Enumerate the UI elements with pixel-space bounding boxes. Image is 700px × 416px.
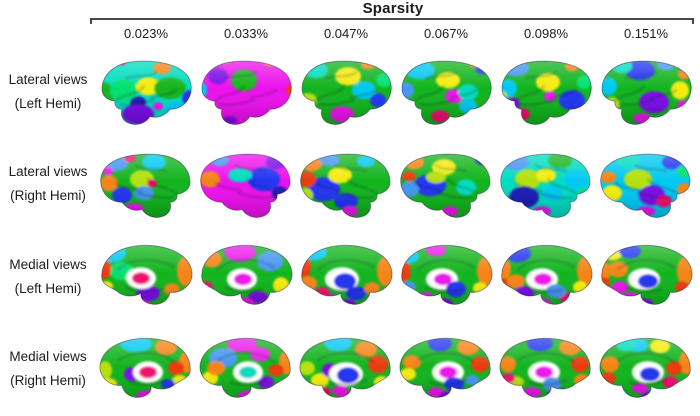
row-label-line: (Left Hemi)	[14, 280, 82, 296]
brain-grid	[96, 46, 696, 416]
row-label: Medial views (Right Hemi)	[0, 324, 96, 416]
row-label-line: Medial views	[9, 349, 87, 365]
brain-medial-row3-col6	[601, 244, 693, 305]
column-label: 0.033%	[223, 26, 269, 41]
brain-medial-row4-col6	[599, 337, 691, 398]
column-label: 0.151%	[623, 26, 669, 41]
brain-lateral-row1-col6	[601, 60, 692, 125]
brain-lateral-row1-col3	[301, 60, 392, 125]
brain-lateral-row1-col2	[201, 60, 292, 125]
row-label-line: (Left Hemi)	[14, 95, 82, 111]
row-label-line: (Right Hemi)	[10, 373, 86, 389]
row-label-line: Lateral views	[8, 71, 88, 87]
sparsity-bracket	[90, 18, 694, 24]
column-label: 0.047%	[323, 26, 369, 41]
row-label-line: Medial views	[9, 256, 87, 272]
brain-lateral-row2-col5	[500, 153, 591, 218]
brain-medial-row4-col1	[99, 337, 191, 398]
brain-medial-row4-col5	[499, 337, 591, 398]
brain-medial-row3-col5	[501, 244, 593, 305]
column-label: 0.023%	[123, 26, 169, 41]
brain-lateral-row2-col4	[400, 153, 491, 218]
brain-medial-row4-col2	[199, 337, 291, 398]
brain-medial-row4-col4	[399, 337, 491, 398]
brain-lateral-row2-col2	[200, 153, 291, 218]
row-label: Lateral views (Right Hemi)	[0, 139, 96, 232]
brain-lateral-row2-col6	[600, 153, 691, 218]
brain-medial-row3-col3	[301, 244, 393, 305]
row-label-line: (Right Hemi)	[10, 188, 86, 204]
brain-medial-row3-col2	[201, 244, 293, 305]
row-label-line: Lateral views	[8, 164, 88, 180]
brain-lateral-row2-col3	[300, 153, 391, 218]
column-label: 0.098%	[523, 26, 569, 41]
brain-medial-row3-col4	[401, 244, 493, 305]
brain-lateral-row1-col5	[501, 60, 592, 125]
figure-title: Sparsity	[362, 0, 424, 17]
brain-medial-row4-col3	[299, 337, 391, 398]
brain-lateral-row2-col1	[100, 153, 191, 218]
brain-medial-row3-col1	[101, 244, 193, 305]
column-labels: 0.023% 0.033% 0.047% 0.067% 0.098% 0.151%	[96, 26, 696, 41]
row-label: Lateral views (Left Hemi)	[0, 46, 96, 139]
column-label: 0.067%	[423, 26, 469, 41]
row-labels: Lateral views (Left Hemi) Lateral views (Ri…	[0, 46, 96, 416]
brain-lateral-row1-col1	[101, 60, 192, 125]
row-label: Medial views (Left Hemi)	[0, 231, 96, 324]
brain-lateral-row1-col4	[401, 60, 492, 125]
